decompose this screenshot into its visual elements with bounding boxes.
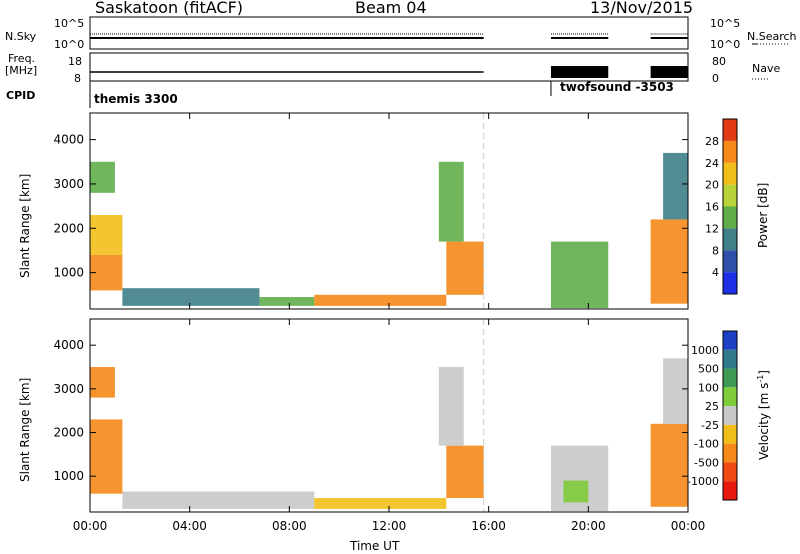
colorbar-frame: [722, 118, 738, 295]
x-tick-label: 08:00: [272, 519, 307, 533]
x-tick-label: 00:00: [671, 519, 706, 533]
program-label-1: themis 3300: [94, 92, 178, 106]
data-cell: [90, 367, 115, 398]
beam-title: Beam 04: [355, 0, 427, 17]
data-cell: [650, 423, 688, 507]
data-cell: [314, 294, 447, 306]
data-cell: [90, 161, 115, 193]
colorbar-swatch: [723, 387, 737, 407]
y-tick-label: 2000: [53, 426, 84, 440]
colorbar-swatch: [723, 206, 737, 229]
freq-unit: [MHz]: [5, 64, 38, 77]
data-cell: [314, 498, 447, 509]
colorbar-swatch: [723, 272, 737, 294]
nsearch-label: N.Search: [747, 30, 797, 43]
freq-tick-bottom: 8: [74, 72, 81, 85]
nsky-tick-bottom: 10^0: [54, 38, 85, 51]
colorbar-swatch: [723, 140, 737, 163]
y-tick-label: 3000: [53, 177, 84, 191]
x-tick-label: 00:00: [73, 519, 108, 533]
data-cell: [563, 480, 589, 503]
x-tick-label: 04:00: [172, 519, 207, 533]
colorbar-swatch: [723, 424, 737, 444]
data-cell: [550, 241, 609, 309]
data-cell: [438, 367, 464, 446]
data-cell: [90, 419, 123, 494]
colorbar-tick-label: 25: [705, 400, 719, 413]
colorbar-swatch: [723, 462, 737, 482]
y-tick-label: 2000: [53, 221, 84, 235]
colorbar-swatch: [723, 250, 737, 273]
nave-label: Nave: [752, 62, 781, 75]
colorbar-swatch: [723, 184, 737, 207]
nave-tick-top: 80: [712, 55, 726, 68]
y-tick-label: 1000: [53, 266, 84, 280]
data-cell: [650, 219, 688, 304]
colorbar-tick-label: -1000: [687, 475, 719, 488]
colorbar-swatch: [723, 162, 737, 185]
x-tick-label: 20:00: [571, 519, 606, 533]
data-cell: [446, 445, 484, 499]
colorbar-swatch: [723, 228, 737, 251]
data-cell: [438, 161, 464, 242]
freq-tick-top: 18: [68, 55, 82, 68]
colorbar-swatch: [723, 331, 737, 350]
nsky-label: N.Sky: [5, 30, 37, 43]
y-tick-label: 4000: [53, 338, 84, 352]
program-label-2: twofsound -3503: [560, 80, 674, 94]
nave-tick-bottom: 0: [712, 72, 719, 85]
colorbar-tick-label: 24: [705, 157, 719, 170]
y-tick-label: 3000: [53, 382, 84, 396]
colorbar-tick-label: 16: [705, 201, 719, 214]
y-tick-label: 4000: [53, 133, 84, 147]
data-cell: [122, 491, 315, 509]
date-title: 13/Nov/2015: [590, 0, 694, 17]
colorbar-swatch: [723, 443, 737, 463]
colorbar-tick-label: 28: [705, 135, 719, 148]
freq-label: Freq.: [8, 52, 36, 65]
colorbar-tick-label: 8: [712, 244, 719, 257]
colorbar-tick-label: 4: [712, 266, 719, 279]
colorbar-frame: [722, 330, 738, 501]
colorbar-tick-label: 500: [698, 363, 719, 376]
colorbar-swatch: [723, 349, 737, 369]
colorbar-tick-label: 12: [705, 222, 719, 235]
data-cell: [446, 241, 484, 295]
station-title: Saskatoon (fitACF): [95, 0, 244, 17]
cpid-label: CPID: [6, 89, 36, 102]
colorbar-tick-label: -500: [694, 456, 719, 469]
colorbar-tick-label: -100: [694, 438, 719, 451]
x-axis-title: Time UT: [350, 539, 400, 553]
data-cell: [90, 214, 123, 255]
nsky-panel-frame: [89, 16, 689, 50]
nsearch-tick-top: 10^5: [710, 17, 741, 30]
colorbar-swatch: [723, 119, 737, 141]
colorbar-tick-label: 1000: [691, 344, 719, 357]
nave-block: [650, 66, 688, 78]
nave-block: [550, 66, 609, 78]
colorbar-tick-label: 20: [705, 179, 719, 192]
nsearch-tick-bottom: 10^0: [710, 38, 741, 51]
colorbar-tick-label: 100: [698, 381, 719, 394]
x-tick-label: 12:00: [372, 519, 407, 533]
data-cell: [663, 358, 688, 424]
y-tick-label: 1000: [53, 469, 84, 483]
data-cell: [122, 288, 260, 306]
x-tick-label: 16:00: [471, 519, 506, 533]
data-cell: [663, 152, 688, 220]
colorbar-swatch: [723, 481, 737, 500]
colorbar-swatch: [723, 368, 737, 388]
nsky-tick-top: 10^5: [54, 17, 85, 30]
data-cell: [259, 297, 315, 306]
colorbar-swatch: [723, 406, 737, 425]
colorbar-tick-label: -25: [701, 419, 719, 432]
